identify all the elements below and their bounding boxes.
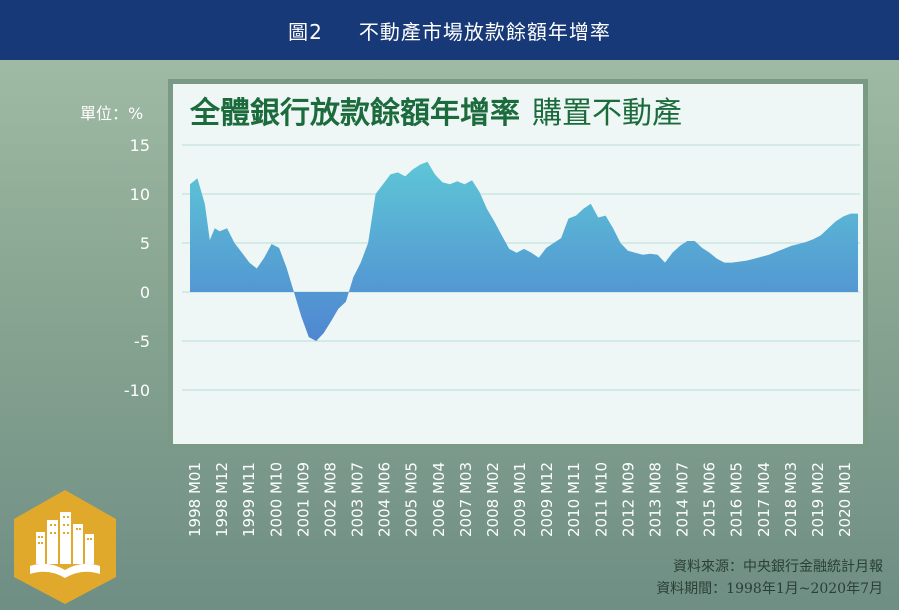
x-tick-label: 2011 M10 (592, 462, 610, 537)
y-tick-label: 10 (130, 185, 150, 204)
series-area-path (190, 161, 858, 341)
y-axis: 15 10 5 0 -5 -10 (124, 136, 150, 400)
y-tick-label: 15 (130, 136, 150, 155)
x-tick-label: 2014 M07 (674, 462, 692, 537)
x-tick-label: 2020 M01 (836, 462, 854, 537)
x-tick-label: 2009 M12 (538, 462, 556, 537)
city-book-icon (14, 490, 116, 604)
x-tick-label: 2018 M03 (782, 462, 800, 537)
x-tick-label: 2012 M09 (619, 462, 637, 537)
source-line: 資料來源：中央銀行金融統計月報 (673, 559, 883, 575)
header-bar: 圖2 不動產市場放款餘額年增率 (0, 0, 899, 60)
x-tick-label: 2006 M04 (430, 462, 448, 537)
x-tick-label: 1999 M11 (240, 462, 258, 537)
header-title: 不動產市場放款餘額年增率 (358, 19, 611, 44)
y-tick-label: -10 (124, 381, 150, 400)
series-area (190, 161, 858, 341)
figure-number: 圖2 (288, 19, 323, 44)
x-tick-label: 2002 M08 (321, 462, 339, 537)
y-tick-label: 5 (140, 234, 150, 253)
x-tick-label: 2019 M02 (809, 462, 827, 537)
y-tick-label: -5 (134, 332, 150, 351)
x-tick-label: 2003 M07 (349, 462, 367, 537)
x-tick-label: 2009 M01 (511, 462, 529, 537)
x-tick-label: 2010 M11 (565, 462, 583, 537)
x-tick-label: 2015 M06 (701, 462, 719, 537)
x-tick-label: 2005 M05 (403, 462, 421, 537)
chart-title-main: 全體銀行放款餘額年增率 (190, 96, 520, 131)
unit-label: 單位：% (80, 104, 144, 123)
x-tick-label: 2004 M06 (376, 462, 394, 537)
x-tick-label: 2017 M04 (755, 462, 773, 537)
x-tick-label: 2007 M03 (457, 462, 475, 537)
chart-title: 全體銀行放款餘額年增率 購置不動產 (190, 88, 682, 134)
x-tick-label: 2013 M08 (646, 462, 664, 537)
x-tick-label: 1998 M01 (186, 462, 204, 537)
x-tick-label: 1998 M12 (213, 462, 231, 537)
period-line: 資料期間：1998年1月~2020年7月 (656, 581, 883, 597)
x-tick-label: 2001 M09 (294, 462, 312, 537)
source-note: 資料來源：中央銀行金融統計月報 資料期間：1998年1月~2020年7月 (656, 556, 883, 600)
x-tick-label: 2008 M02 (484, 462, 502, 537)
x-tick-label: 2016 M05 (728, 462, 746, 537)
x-axis: 1998 M01 1998 M12 1999 M11 2000 M10 2001 M09… (186, 462, 854, 537)
chart-title-sub: 購置不動產 (532, 96, 682, 131)
y-tick-label: 0 (140, 283, 150, 302)
x-tick-label: 2000 M10 (267, 462, 285, 537)
